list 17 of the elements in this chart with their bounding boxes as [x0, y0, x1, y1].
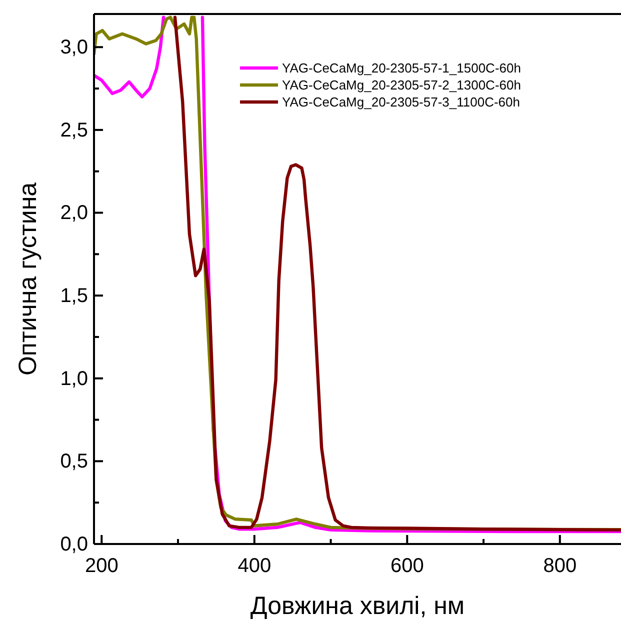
x-axis-title: Довжина хвилі, нм	[250, 592, 465, 620]
x-tick-label: 400	[238, 555, 272, 577]
x-tick-label: 800	[543, 555, 577, 577]
y-tick-label: 3,0	[60, 36, 88, 59]
y-tick-label: 0,0	[60, 533, 88, 556]
y-tick-label: 0,5	[60, 450, 88, 473]
legend-label: YAG-CeCaMg_20-2305-57-3_1100C-60h	[282, 94, 520, 110]
y-tick-label: 1,0	[60, 368, 88, 390]
line-series	[173, 16, 621, 532]
y-axis-title: Оптична густина	[14, 182, 42, 376]
y-tick-label: 2,0	[60, 202, 88, 224]
x-tick-label: 200	[84, 555, 118, 577]
x-tick-label: 600	[390, 555, 424, 577]
legend-label: YAG-CeCaMg_20-2305-57-1_1500C-60h	[282, 60, 521, 76]
y-tick-label: 2,5	[60, 119, 88, 142]
legend-label: YAG-CeCaMg_20-2305-57-2_1300C-60h	[282, 78, 521, 93]
y-tick-label: 1,5	[60, 284, 88, 307]
